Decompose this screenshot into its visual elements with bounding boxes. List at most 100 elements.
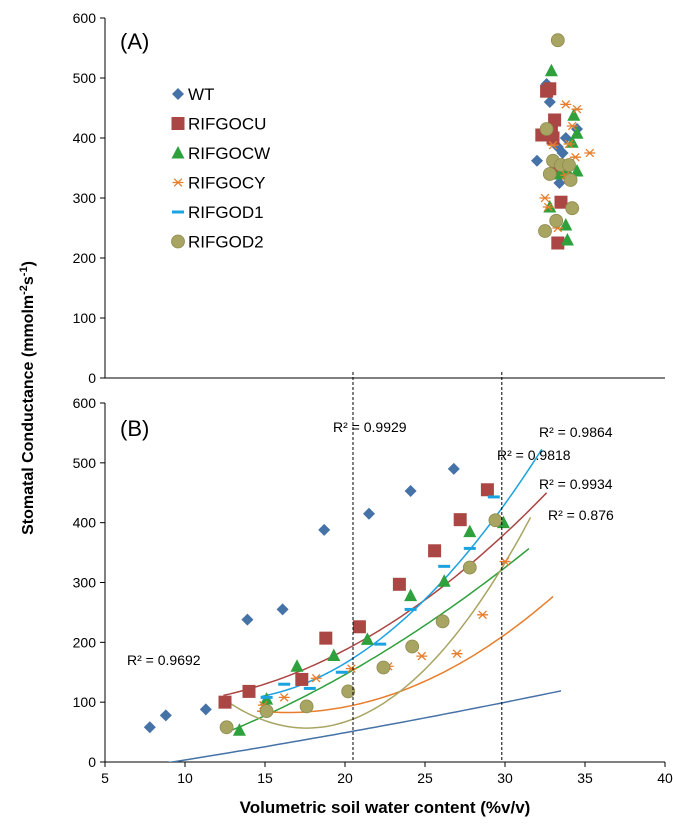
data-point	[559, 132, 572, 144]
r-squared-label-rifgocu: R² = 0.9818	[497, 447, 571, 463]
r-squared-label-rifgod2: R² = 0.9934	[539, 476, 613, 492]
panel-b-y-tick-label: 300	[73, 575, 97, 591]
data-point	[549, 213, 564, 228]
data-point	[480, 483, 494, 497]
legend-label: RIFGOCW	[188, 144, 270, 163]
y-title-end: )	[20, 261, 37, 266]
data-point	[437, 574, 451, 587]
data-point	[543, 82, 557, 96]
data-point	[551, 236, 565, 250]
panel-a-y-tick-label: 300	[73, 190, 97, 206]
panel-b-label: (B)	[120, 416, 149, 441]
y-axis-title: Stomatal Conductance (mmolm-2s-1)	[18, 261, 37, 535]
data-point	[232, 723, 246, 736]
data-point	[556, 147, 569, 159]
data-point	[531, 154, 543, 167]
legend-label: RIFGOCY	[188, 174, 265, 193]
panel-b-y-tick-label: 200	[73, 634, 97, 650]
data-point	[462, 560, 477, 575]
data-point	[404, 484, 417, 497]
panel-b-y-tick-label: 100	[73, 694, 97, 710]
data-point	[571, 104, 583, 114]
panel-b: 0 100 200 300 400 500 600 (B) R² = 0.9692 R² = 0.…	[73, 395, 665, 770]
y-title-main: Stomatal Conductance (mmolm	[20, 295, 37, 535]
data-point	[290, 659, 304, 672]
panel-a-y-tick-label: 400	[73, 130, 97, 146]
data-point	[435, 614, 450, 629]
data-point	[553, 177, 566, 189]
data-point	[584, 148, 596, 158]
data-point	[565, 201, 580, 216]
series-rifgocu	[218, 483, 494, 709]
data-point	[538, 224, 552, 238]
data-point	[563, 173, 578, 187]
data-point	[542, 167, 557, 181]
legend-item-rifgocy: RIFGOCY	[172, 174, 265, 193]
legend: WT RIFGOCU RIFGOCW RIFGOCY RIFGOD1 RIFGOD2	[171, 85, 270, 252]
legend-item-rifgocw: RIFGOCW	[171, 144, 270, 163]
r-squared-label-wt: R² = 0.9692	[127, 652, 201, 668]
reference-lines	[352, 372, 503, 762]
series-rifgod2	[219, 513, 503, 735]
data-point	[542, 202, 554, 212]
x-tick-label: 20	[337, 770, 353, 786]
legend-item-wt: WT	[172, 85, 214, 104]
data-point	[352, 620, 366, 634]
data-point	[199, 703, 212, 716]
panel-b-y-tick-label: 600	[73, 395, 97, 411]
data-point	[544, 63, 558, 77]
data-point	[360, 632, 374, 645]
legend-item-rifgod1: RIFGOD1	[172, 203, 264, 222]
series-rifgocy	[539, 100, 596, 233]
legend-marker	[171, 146, 185, 159]
x-tick-label: 10	[177, 770, 193, 786]
data-point	[310, 673, 322, 683]
data-point	[539, 193, 551, 203]
legend-marker	[171, 117, 185, 130]
x-tick-label: 15	[257, 770, 273, 786]
legend-item-rifgod2: RIFGOD2	[171, 233, 264, 252]
data-point	[241, 613, 254, 626]
panel-b-y-tick-label: 400	[73, 515, 97, 531]
data-point	[318, 523, 331, 536]
legend-marker	[171, 234, 185, 249]
data-point	[376, 660, 391, 675]
trendline-wt	[167, 690, 562, 762]
legend-label: RIFGOCU	[188, 115, 266, 134]
panel-a-y-tick-label: 100	[73, 310, 97, 326]
series-rifgod2	[538, 33, 580, 238]
data-point	[554, 195, 568, 209]
series-rifgocu	[535, 82, 568, 250]
y-title-mid: s	[20, 276, 37, 285]
x-tick-label: 30	[497, 770, 513, 786]
data-point	[447, 462, 460, 475]
panel-a-y-tick-label: 500	[73, 70, 97, 86]
data-point	[319, 631, 333, 645]
panel-a: 0 100 200 300 400 500 600 (A)	[73, 10, 665, 386]
data-point	[327, 648, 341, 661]
data-point	[488, 513, 503, 528]
data-point	[563, 139, 575, 149]
x-axis: 5 10 15 20 25 30 35 40	[101, 762, 673, 786]
x-tick-label: 40	[657, 770, 673, 786]
legend-label: RIFGOD1	[188, 203, 264, 222]
data-point	[550, 33, 565, 48]
panel-b-y-tick-label: 0	[88, 754, 96, 770]
data-point	[242, 684, 256, 698]
data-point	[560, 233, 574, 246]
y-title-sup1: -2	[18, 285, 30, 295]
data-point	[453, 513, 467, 527]
trendline-rifgocw	[232, 548, 530, 731]
r-squared-label-rifgocy: R² = 0.876	[548, 507, 614, 523]
panel-a-label: (A)	[120, 29, 149, 54]
r-squared-label-rifgod1: R² = 0.9864	[539, 424, 613, 440]
legend-item-rifgocu: RIFGOCU	[171, 115, 266, 134]
legend-marker	[172, 178, 184, 187]
panel-a-y-tick-label: 200	[73, 250, 97, 266]
data-point	[341, 684, 356, 699]
x-axis-title: Volumetric soil water content (%v/v)	[240, 798, 531, 817]
data-point	[566, 121, 578, 131]
trendline-rifgod1	[261, 448, 543, 698]
legend-label: WT	[188, 85, 214, 104]
data-point	[562, 158, 576, 172]
